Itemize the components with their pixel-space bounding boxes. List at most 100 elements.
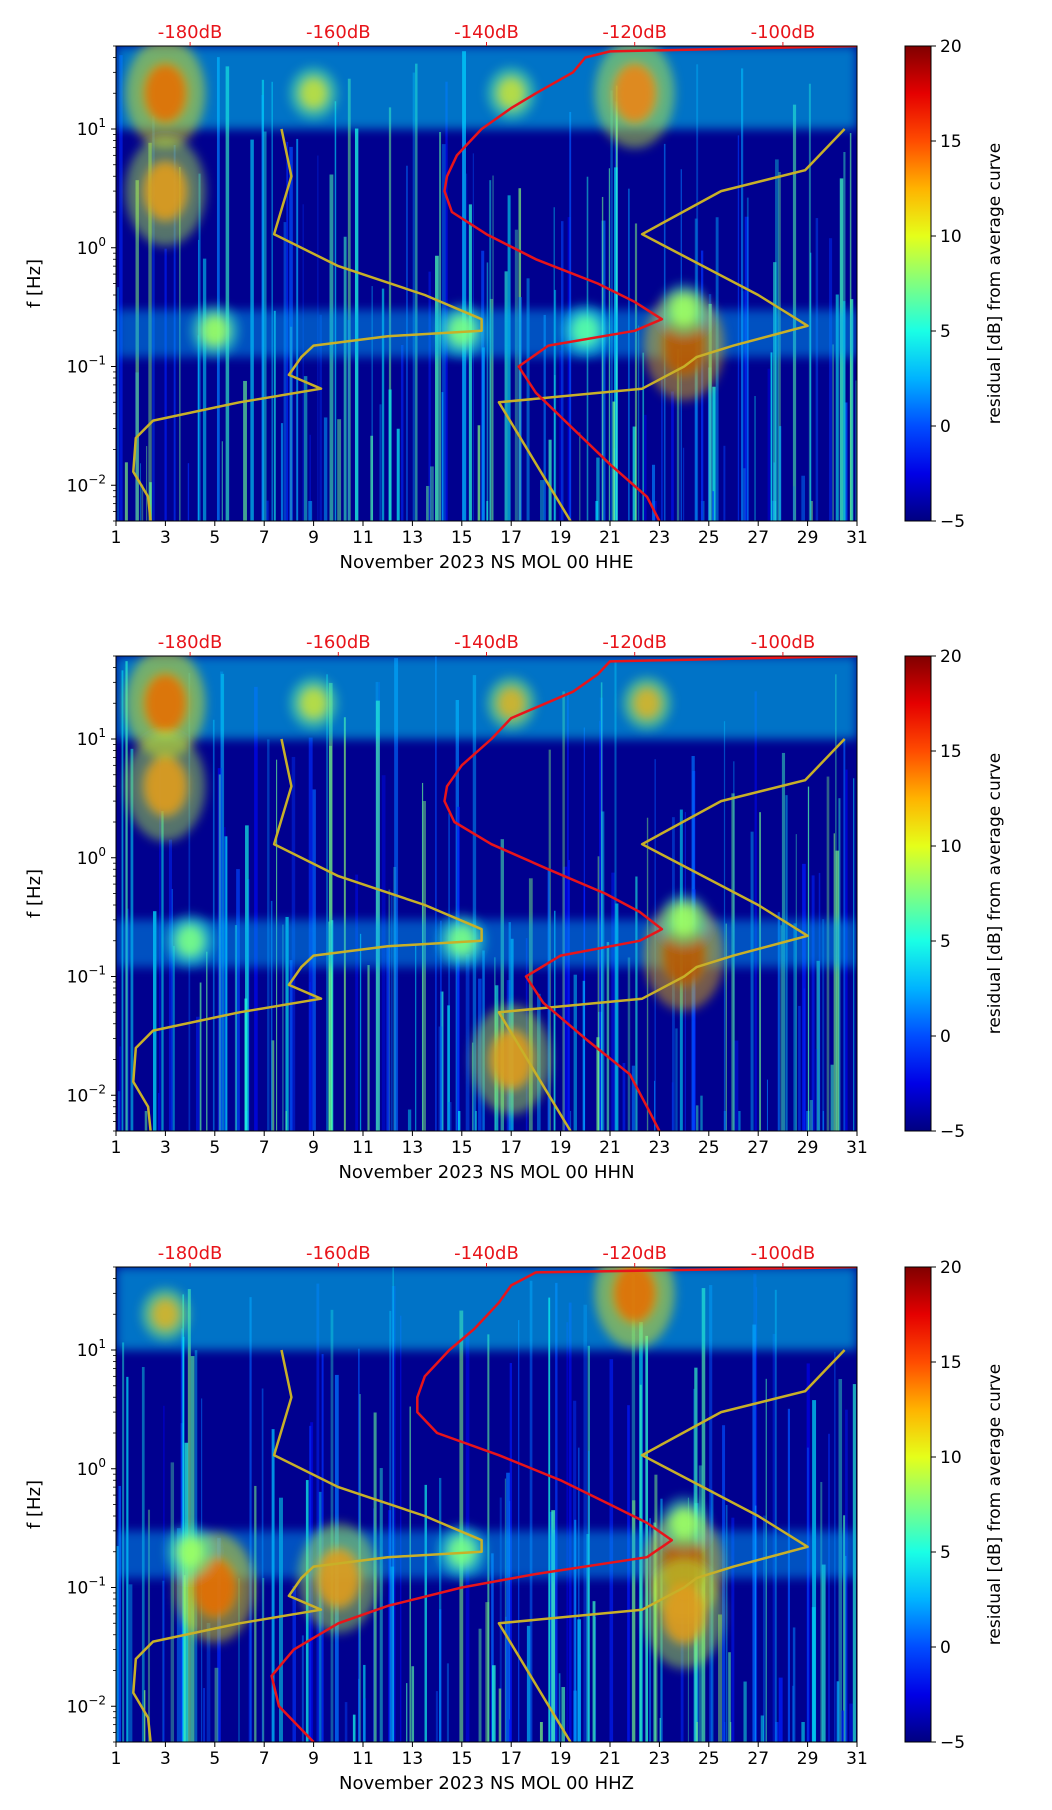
streak-mark: [301, 1635, 304, 1742]
streak-mark: [414, 943, 417, 1131]
x-tick-label: 25: [698, 1749, 720, 1769]
streak-mark: [328, 682, 333, 1131]
streak-mark: [472, 675, 477, 1131]
red-curve: [443, 656, 857, 1131]
streak-mark: [795, 834, 797, 1131]
y-tick-label: 100: [77, 235, 106, 259]
streak-mark: [798, 1005, 801, 1131]
y-tick-label: 10−2: [67, 1693, 106, 1717]
streak-mark: [744, 216, 749, 521]
streak-mark: [475, 1111, 477, 1131]
streak-mark: [723, 445, 726, 521]
streak-mark: [478, 1628, 482, 1742]
y-tick-label: 100: [77, 845, 106, 869]
streak-mark: [612, 401, 616, 521]
x-tick-label: 17: [500, 1138, 522, 1158]
streak-mark: [447, 1005, 450, 1131]
top-db-label: -160dB: [306, 1243, 371, 1264]
streak-mark: [254, 1485, 257, 1742]
x-tick-label: 11: [352, 528, 374, 548]
hot-spot-halo: [487, 677, 536, 730]
streak-mark: [632, 426, 637, 521]
streak-mark: [750, 831, 754, 1131]
streak-mark: [224, 827, 226, 1131]
streak-mark: [141, 484, 144, 521]
streak-mark: [558, 1673, 561, 1742]
streak-mark: [529, 1280, 533, 1742]
streak-mark: [614, 661, 617, 1131]
streak-mark: [435, 656, 437, 1131]
yellow-curve-left: [132, 1349, 483, 1742]
streak-mark: [631, 1065, 636, 1131]
streak-mark: [344, 1702, 348, 1742]
streak-mark: [139, 463, 142, 521]
colorbar-tick-label: 15: [940, 1353, 962, 1373]
streak-mark: [182, 1294, 184, 1742]
colorbar-tick-label: 5: [940, 322, 951, 342]
streak-mark: [323, 417, 328, 521]
streak-mark: [379, 1468, 383, 1742]
streak-mark: [695, 1105, 699, 1131]
streak-mark: [792, 1627, 796, 1742]
streak-mark: [583, 1304, 588, 1742]
y-tick-label: 101: [77, 116, 106, 140]
streak-mark: [121, 670, 124, 1131]
x-tick-label: 27: [747, 528, 769, 548]
streak-mark: [367, 965, 370, 1131]
streak-mark: [498, 1688, 502, 1742]
streak-mark: [582, 980, 586, 1131]
hot-spot-halo: [125, 136, 206, 247]
colorbar: −5 0 5 10 15 20 residual [dB] from average cur…: [904, 37, 1005, 532]
streak-mark: [216, 57, 220, 521]
y-tick-label: 10−1: [67, 1575, 106, 1599]
streak-mark: [777, 912, 780, 1131]
streak-mark: [816, 960, 820, 1131]
x-tick-label: 17: [500, 1749, 522, 1769]
y-tick-label: 101: [77, 1337, 106, 1361]
x-tick-label: 7: [259, 1138, 270, 1158]
streak-mark: [438, 1477, 442, 1742]
streak-mark: [435, 1691, 438, 1742]
streak-mark: [280, 423, 284, 521]
hot-spot-halo: [141, 1288, 190, 1341]
streak-mark: [355, 874, 359, 1131]
streak-mark: [371, 286, 373, 521]
x-tick-label: 19: [550, 1749, 572, 1769]
colorbar-tick-label: 10: [940, 227, 962, 247]
x-tick-label: 3: [160, 528, 171, 548]
streak-mark: [492, 1665, 496, 1742]
streak-mark: [363, 1664, 366, 1742]
streak-mark: [198, 239, 200, 521]
x-tick-label: 31: [846, 1138, 868, 1158]
streak-mark: [407, 1109, 412, 1131]
streak-mark: [654, 1080, 656, 1131]
streak-mark: [554, 910, 556, 1131]
streak-mark: [128, 1584, 133, 1742]
streak-mark: [435, 255, 439, 521]
streak-mark: [832, 344, 834, 521]
streak-mark: [390, 1566, 395, 1742]
streak-mark: [528, 878, 533, 1131]
streak-mark: [631, 1274, 636, 1742]
x-tick-label: 11: [352, 1138, 374, 1158]
colorbar-label: residual [dB] from average curve: [985, 1364, 1005, 1645]
heatmap-area: [116, 46, 857, 521]
streak-mark: [773, 262, 777, 521]
x-tick-label: 13: [402, 1138, 424, 1158]
hot-spot-halo: [594, 1267, 675, 1349]
streak-mark: [164, 248, 167, 521]
yellow-curve-left: [132, 738, 483, 1131]
colorbar-tick-label: −5: [940, 1122, 965, 1142]
streak-mark: [563, 866, 568, 1131]
streak-mark: [836, 1681, 840, 1742]
x-axis-label: November 2023 NS MOL 00 HHN: [338, 1162, 634, 1183]
streak-mark: [567, 217, 571, 521]
streak-mark: [289, 960, 293, 1131]
streak-mark: [822, 1111, 825, 1131]
colorbar-tick-label: 10: [940, 837, 962, 857]
streak-mark: [712, 491, 715, 521]
streak-mark: [289, 326, 293, 521]
streak-mark: [569, 1111, 572, 1131]
streak-mark: [499, 1497, 502, 1742]
streak-mark: [635, 876, 638, 1131]
